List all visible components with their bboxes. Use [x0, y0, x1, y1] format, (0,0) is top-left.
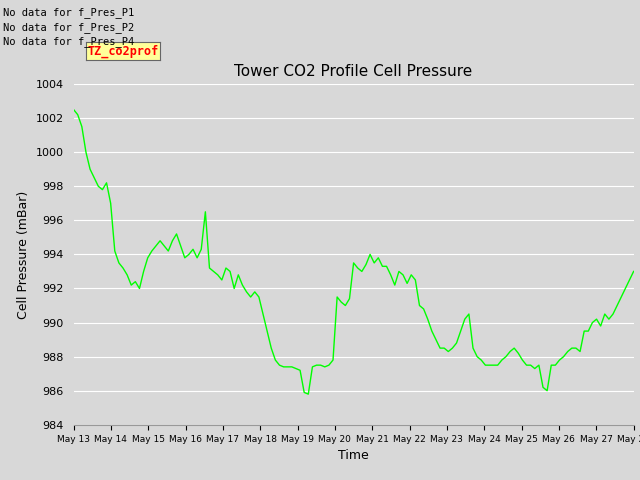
Text: No data for f_Pres_P2: No data for f_Pres_P2 [3, 22, 134, 33]
Text: No data for f_Pres_P1: No data for f_Pres_P1 [3, 7, 134, 18]
Text: TZ_co2prof: TZ_co2prof [88, 44, 159, 58]
X-axis label: Time: Time [338, 449, 369, 462]
Y-axis label: Cell Pressure (mBar): Cell Pressure (mBar) [17, 190, 30, 319]
Text: No data for f_Pres_P4: No data for f_Pres_P4 [3, 36, 134, 47]
Title: Tower CO2 Profile Cell Pressure: Tower CO2 Profile Cell Pressure [234, 64, 473, 79]
